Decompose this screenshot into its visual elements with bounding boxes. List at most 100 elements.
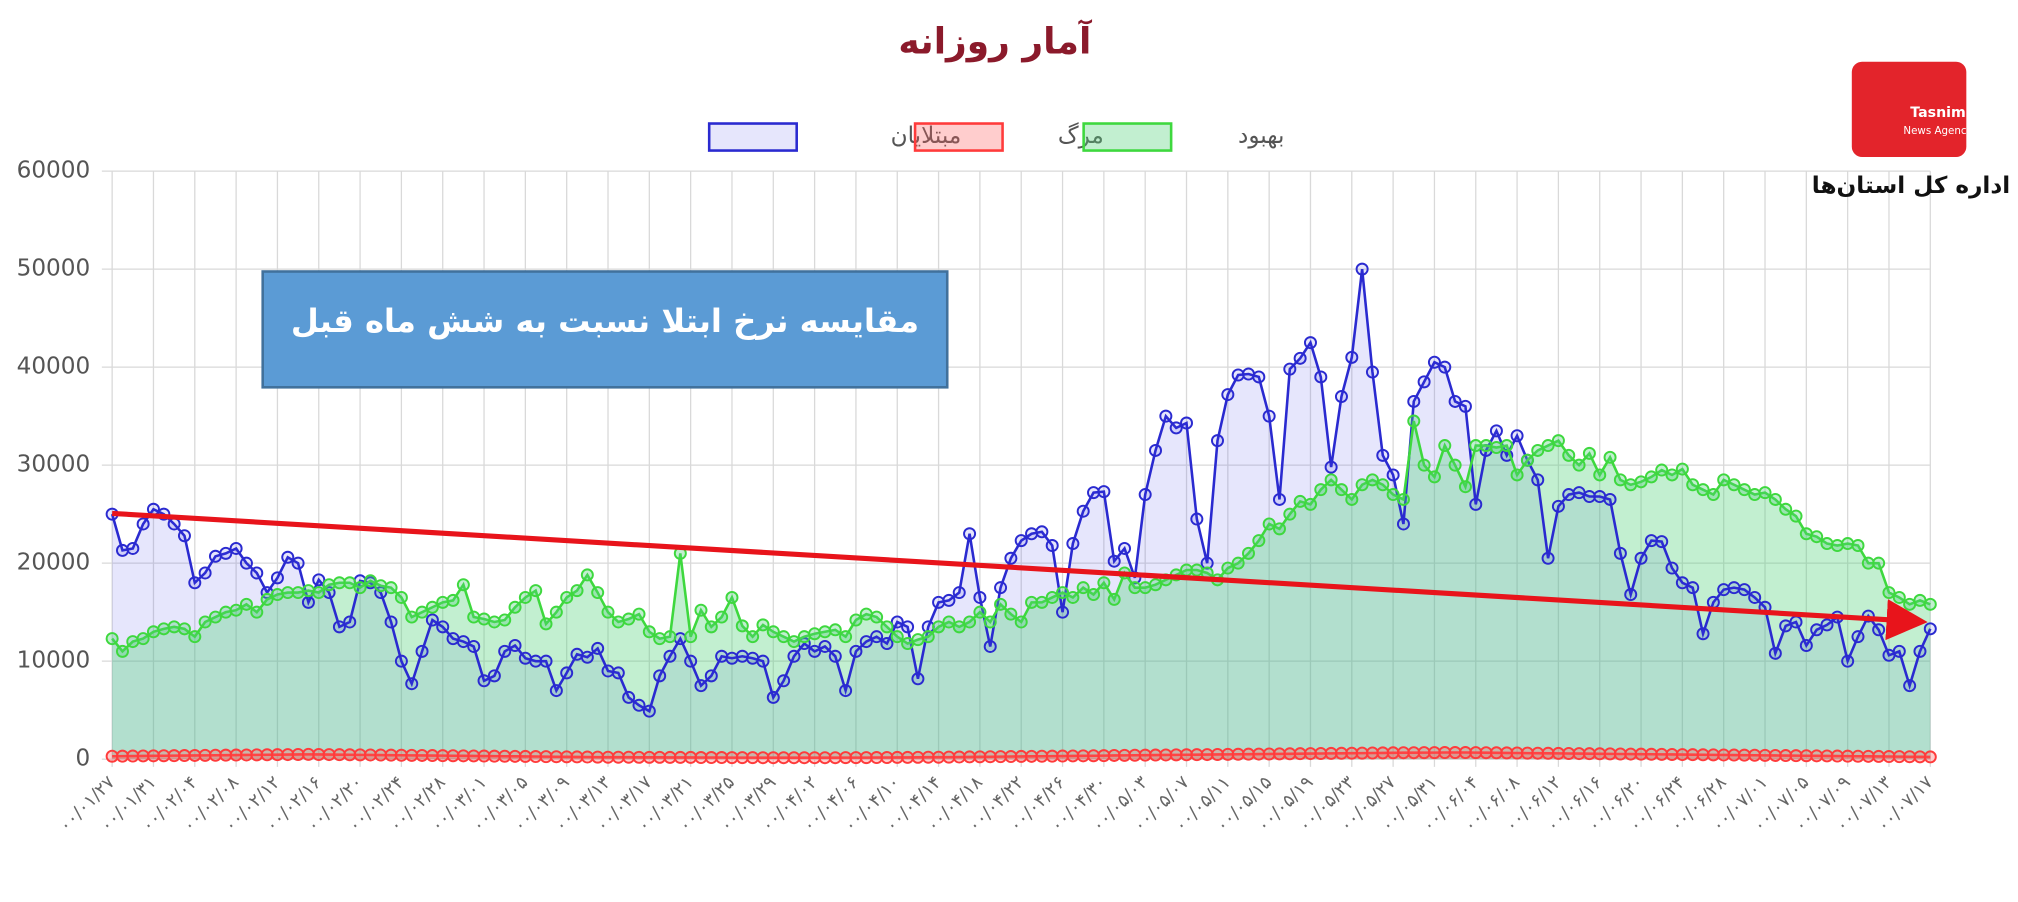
logo-department: اداره کل استان‌ها — [1812, 173, 2010, 199]
data-point — [1190, 563, 1204, 577]
data-point — [394, 590, 408, 604]
data-point — [198, 615, 212, 629]
data-point — [239, 556, 253, 570]
data-point — [1717, 473, 1731, 487]
data-point — [549, 605, 563, 619]
annotation-text: مقایسه نرخ ابتلا نسبت به شش ماه قبل — [291, 302, 919, 340]
data-point — [1923, 750, 1937, 764]
data-point — [828, 649, 842, 663]
data-point — [394, 654, 408, 668]
data-point — [1768, 492, 1782, 506]
data-point — [828, 623, 842, 637]
data-point — [508, 600, 522, 614]
data-point — [1851, 539, 1865, 553]
data-point — [405, 610, 419, 624]
data-point — [632, 698, 646, 712]
data-point — [560, 666, 574, 680]
data-point — [1035, 525, 1049, 539]
data-point — [250, 566, 264, 580]
data-point — [1903, 679, 1917, 693]
data-point — [1231, 556, 1245, 570]
data-point — [1107, 592, 1121, 606]
data-point — [932, 620, 946, 634]
data-point — [1675, 462, 1689, 476]
data-point — [312, 586, 326, 600]
data-point — [1097, 485, 1111, 499]
data-point — [1386, 488, 1400, 502]
data-point — [1520, 453, 1534, 467]
data-point — [673, 632, 687, 646]
data-point — [570, 647, 584, 661]
data-point — [374, 579, 388, 593]
data-point — [1458, 399, 1472, 413]
data-point — [1345, 492, 1359, 506]
data-point — [1241, 546, 1255, 560]
data-point — [1014, 534, 1028, 548]
data-point — [1025, 527, 1039, 541]
data-point — [963, 527, 977, 541]
data-point — [704, 620, 718, 634]
data-point — [849, 613, 863, 627]
data-point — [694, 603, 708, 617]
series-line — [111, 420, 1931, 654]
data-point — [1045, 539, 1059, 553]
y-tick-label: 30000 — [17, 452, 91, 478]
data-point — [591, 586, 605, 600]
data-point — [1551, 434, 1565, 448]
data-point — [1448, 394, 1462, 408]
data-point — [725, 590, 739, 604]
data-point — [425, 600, 439, 614]
data-point — [1396, 492, 1410, 506]
data-point — [219, 546, 233, 560]
data-point — [291, 556, 305, 570]
data-point — [1427, 355, 1441, 369]
data-point — [1345, 350, 1359, 364]
data-point — [787, 635, 801, 649]
data-point — [1779, 502, 1793, 516]
data-point — [498, 644, 512, 658]
data-point — [1303, 336, 1317, 350]
data-point — [229, 603, 243, 617]
data-point — [1634, 551, 1648, 565]
data-point — [1613, 546, 1627, 560]
data-point — [1262, 517, 1276, 531]
data-point — [1118, 541, 1132, 555]
data-point — [787, 649, 801, 663]
data-point — [1810, 530, 1824, 544]
data-point — [849, 644, 863, 658]
data-point — [1138, 581, 1152, 595]
data-point — [1562, 448, 1576, 462]
data-point — [1303, 497, 1317, 511]
data-point — [1107, 554, 1121, 568]
data-point — [1748, 590, 1762, 604]
data-point — [1789, 615, 1803, 629]
data-point — [1283, 507, 1297, 521]
data-point — [1789, 509, 1803, 523]
data-point — [518, 651, 532, 665]
data-point — [746, 630, 760, 644]
data-point — [115, 644, 129, 658]
data-point — [808, 627, 822, 641]
data-point — [353, 581, 367, 595]
data-point — [1014, 615, 1028, 629]
data-point — [642, 704, 656, 718]
data-point — [270, 571, 284, 585]
data-point — [839, 630, 853, 644]
data-point — [436, 620, 450, 634]
y-tick-label: 60000 — [17, 158, 91, 184]
data-point — [332, 620, 346, 634]
data-point — [487, 669, 501, 683]
data-point — [446, 632, 460, 646]
data-point — [1810, 623, 1824, 637]
data-point — [1624, 478, 1638, 492]
data-point — [301, 584, 315, 598]
data-point — [456, 578, 470, 592]
data-point — [436, 595, 450, 609]
data-point — [1613, 473, 1627, 487]
data-point — [1913, 644, 1927, 658]
data-point — [1593, 490, 1607, 504]
data-point — [1283, 362, 1297, 376]
data-point — [1923, 597, 1937, 611]
